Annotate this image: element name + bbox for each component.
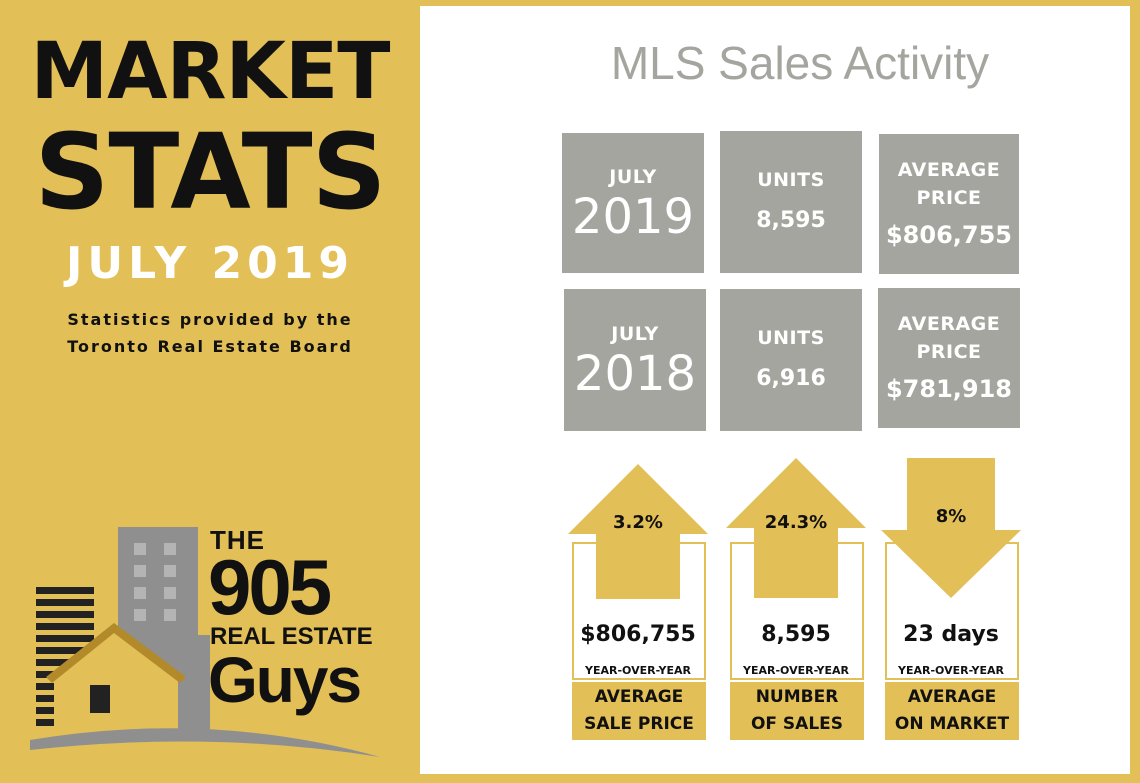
card-label: AVERAGE SALE PRICE	[572, 682, 706, 740]
card-label-line-2: ON MARKET	[894, 714, 1010, 734]
credit-line-2: Toronto Real Estate Board	[67, 337, 353, 356]
headline-month: JULY 2019	[66, 238, 354, 289]
units-label: UNITS	[757, 169, 825, 191]
card-value: $806,755	[580, 622, 696, 647]
card-yoy: YEAR-OVER-YEAR	[898, 664, 1004, 677]
price-value: $806,755	[885, 221, 1012, 249]
units-label: UNITS	[757, 327, 825, 349]
units-box-2018: UNITS 6,916	[720, 289, 862, 431]
price-label-2: PRICE	[916, 341, 982, 363]
panel-title: MLS Sales Activity	[610, 37, 990, 89]
card-percent: 8%	[935, 506, 967, 527]
card-label: NUMBER OF SALES	[730, 682, 864, 740]
credit-text: Statistics provided by the Toronto Real …	[20, 306, 400, 360]
card-label: AVERAGE ON MARKET	[885, 682, 1019, 740]
company-logo: THE 905 REAL ESTATE Guys	[30, 525, 390, 765]
card-value: 8,595	[761, 622, 831, 647]
headline-stats: STATS	[34, 111, 386, 233]
credit-line-1: Statistics provided by the	[67, 310, 353, 329]
card-label-line-2: SALE PRICE	[584, 714, 694, 734]
price-value: $781,918	[885, 375, 1012, 403]
year-box-year: 2018	[573, 346, 697, 402]
up-arrow-icon	[568, 464, 708, 599]
price-label-1: AVERAGE	[897, 159, 1001, 181]
logo-graphic	[30, 527, 380, 757]
card-label-line-1: AVERAGE	[907, 687, 997, 707]
card-value: 23 days	[903, 622, 999, 647]
price-box-2019: AVERAGE PRICE $806,755	[879, 134, 1019, 274]
left-panel: MARKET STATS JULY 2019 Statistics provid…	[0, 0, 420, 783]
units-box-2019: UNITS 8,595	[720, 131, 862, 273]
year-box-month: JULY	[611, 323, 659, 345]
year-box-2019: JULY 2019	[562, 133, 704, 273]
year-box-month: JULY	[609, 166, 657, 188]
logo-905: 905	[208, 543, 332, 631]
card-frame	[572, 542, 706, 680]
logo-real-estate: REAL ESTATE	[210, 623, 373, 650]
card-percent: 3.2%	[613, 512, 663, 533]
card-label-line-1: AVERAGE	[594, 687, 684, 707]
year-box-2018: JULY 2018	[564, 289, 706, 431]
year-box-year: 2019	[571, 189, 695, 245]
up-arrow-icon	[726, 458, 866, 598]
card-percent: 24.3%	[764, 512, 828, 533]
headline-market: MARKET	[30, 27, 391, 117]
card-average-on-market: 8% 23 days YEAR-OVER-YEAR AVERAGE ON MAR…	[881, 458, 1021, 740]
stats-panel: MLS Sales Activity JULY 2019 UNITS 8,595…	[420, 6, 1130, 774]
units-value: 8,595	[756, 208, 826, 233]
units-value: 6,916	[756, 366, 826, 391]
card-yoy: YEAR-OVER-YEAR	[585, 664, 691, 677]
price-label-2: PRICE	[916, 187, 982, 209]
price-box-2018: AVERAGE PRICE $781,918	[878, 288, 1020, 428]
card-average-sale-price: 3.2% $806,755 YEAR-OVER-YEAR AVERAGE SAL…	[568, 464, 708, 740]
card-number-of-sales: 24.3% 8,595 YEAR-OVER-YEAR NUMBER OF SAL…	[726, 458, 866, 740]
logo-the: THE	[210, 525, 265, 555]
logo-guys: Guys	[208, 644, 362, 716]
card-yoy: YEAR-OVER-YEAR	[743, 664, 849, 677]
card-label-line-2: OF SALES	[750, 714, 844, 734]
down-arrow-icon	[881, 458, 1021, 598]
card-label-line-1: NUMBER	[755, 687, 839, 707]
price-label-1: AVERAGE	[897, 313, 1001, 335]
